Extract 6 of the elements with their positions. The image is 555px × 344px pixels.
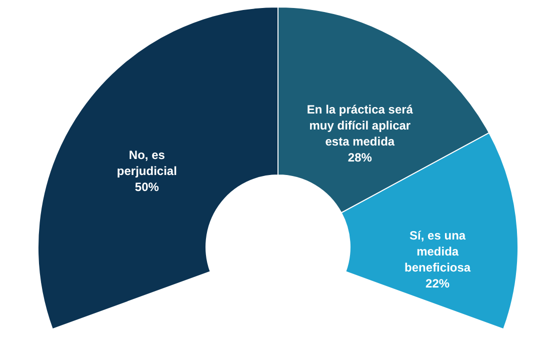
data-label: 28% bbox=[348, 150, 372, 165]
data-label: 50% bbox=[134, 180, 160, 194]
data-label: 22% bbox=[426, 276, 450, 290]
slice-label: No, es perjudicial bbox=[116, 148, 177, 178]
slice-label: En la práctica será muy difícil aplicar esta medida bbox=[306, 102, 414, 149]
slice-label: Sí, es una medida beneficiosa bbox=[404, 228, 471, 274]
